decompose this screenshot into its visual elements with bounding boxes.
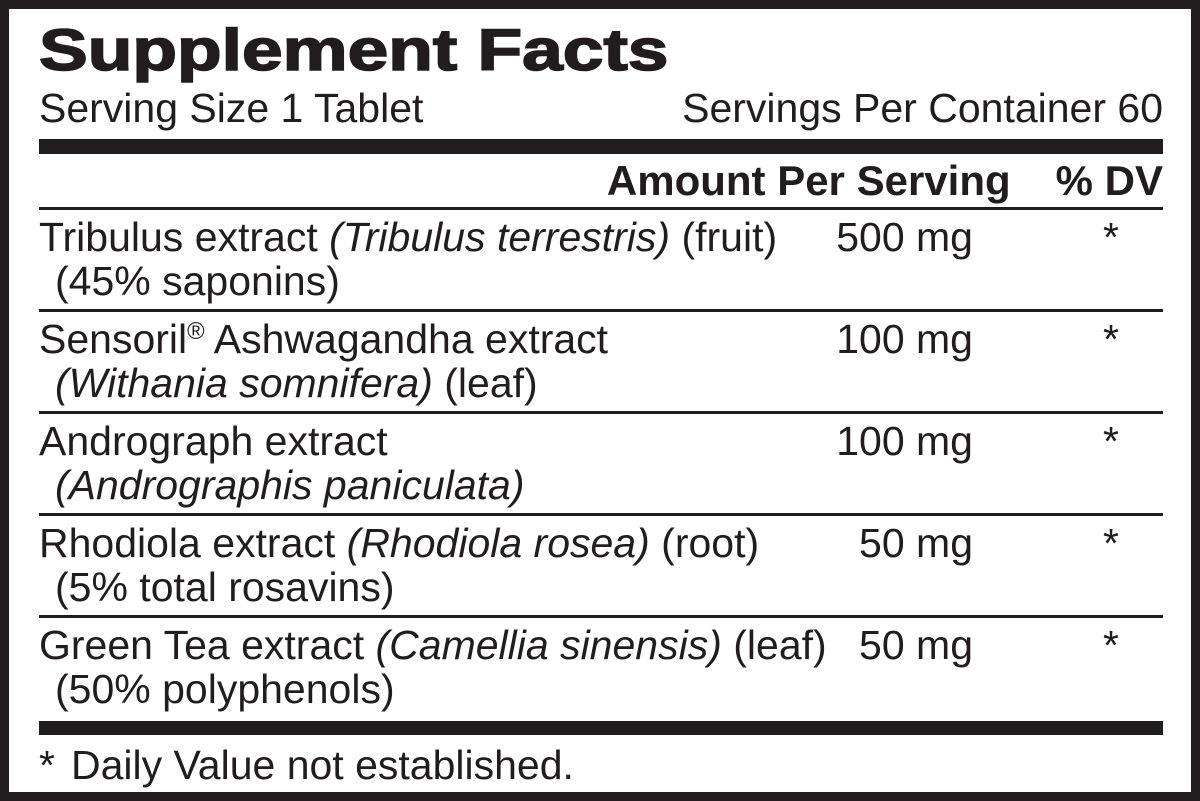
ingredient-name-line: (Andrographis paniculata) [39,463,823,507]
ingredient-row: Andrograph extract (Andrographis panicula… [39,411,1163,513]
footnote-asterisk: * [39,742,55,788]
ingredient-text: Rhodiola extract [39,520,347,566]
ingredient-name-line: (5% total rosavins) [39,565,823,609]
ingredient-text: (45% saponins) [55,258,340,304]
serving-size: Serving Size 1 Tablet [39,85,424,131]
ingredient-name-line: (50% polyphenols) [39,667,823,711]
botanical-name: (Andrographis paniculata) [55,462,525,508]
ingredient-name: Tribulus extract (Tribulus terrestris) (… [39,215,823,303]
ingredient-row: Green Tea extract (Camellia sinensis) (l… [39,615,1163,717]
footnote-text: Daily Value not established. [70,742,574,788]
ingredient-amount: 500 mg [836,214,973,260]
amount-per-serving-header: Amount Per Serving [606,157,1011,204]
ingredient-row: Rhodiola extract (Rhodiola rosea) (root)… [39,513,1163,615]
ingredient-dv: * [1103,418,1119,464]
percent-dv-header: % DV [1055,157,1163,204]
divider-thick-top [39,139,1163,154]
ingredient-name-line: Green Tea extract (Camellia sinensis) (l… [39,622,827,668]
ingredient-name-line: Tribulus extract (Tribulus terrestris) (… [39,215,823,259]
ingredient-text: (leaf) [721,622,827,668]
ingredient-name-line: (45% saponins) [39,259,823,303]
ingredient-amount: 50 mg [859,520,973,566]
ingredient-dv: * [1103,316,1119,362]
ingredient-dv: * [1103,214,1119,260]
ingredient-name: Sensoril® Ashwagandha extract (Withania s… [39,317,823,405]
ingredient-name: Rhodiola extract (Rhodiola rosea) (root)… [39,521,823,609]
ingredient-name-line: Rhodiola extract (Rhodiola rosea) (root) [39,521,823,565]
botanical-name: (Camellia sinensis) [375,622,722,668]
ingredient-text: Sensoril [39,316,188,362]
ingredient-text: (50% polyphenols) [55,666,395,712]
ingredient-dv: * [1103,520,1119,566]
servings-per-container: Servings Per Container 60 [682,85,1163,131]
ingredient-amount: 100 mg [836,418,973,464]
ingredient-table: Tribulus extract (Tribulus terrestris) (… [39,210,1163,717]
column-header-row: Amount Per Serving % DV [39,154,1163,210]
ingredient-name-line: (Withania somnifera) (leaf) [39,361,823,405]
ingredient-text: Tribulus extract [39,214,330,260]
ingredient-name: Andrograph extract (Andrographis panicula… [39,419,823,507]
botanical-name: (Rhodiola rosea) [346,520,650,566]
ingredient-row: Tribulus extract (Tribulus terrestris) (… [39,210,1163,309]
ingredient-amount: 100 mg [836,316,973,362]
ingredient-name-line: Andrograph extract [39,419,823,463]
ingredient-text: Green Tea extract [39,622,376,668]
ingredient-name: Green Tea extract (Camellia sinensis) (l… [39,622,827,711]
ingredient-row: Sensoril® Ashwagandha extract (Withania s… [39,309,1163,411]
ingredient-dv: * [1103,622,1119,668]
botanical-name: (Withania somnifera) [55,360,433,406]
ingredient-text: (leaf) [432,360,538,406]
ingredient-text: Andrograph extract [39,418,388,464]
panel-title: Supplement Facts [38,18,669,84]
divider-thick-bottom [39,721,1163,735]
ingredient-amount: 50 mg [859,622,973,668]
footnote: * Daily Value not established. [39,735,1163,789]
ingredient-text: Ashwagandha extract [204,316,609,362]
ingredient-text: (fruit) [670,214,778,260]
botanical-name: (Tribulus terrestris) [329,214,671,260]
serving-info-row: Serving Size 1 Tablet Servings Per Conta… [39,85,1163,131]
registered-trademark-symbol: ® [187,318,205,345]
ingredient-text: (5% total rosavins) [55,564,395,610]
ingredient-name-line: Sensoril® Ashwagandha extract [39,317,823,361]
ingredient-text: (root) [649,520,760,566]
